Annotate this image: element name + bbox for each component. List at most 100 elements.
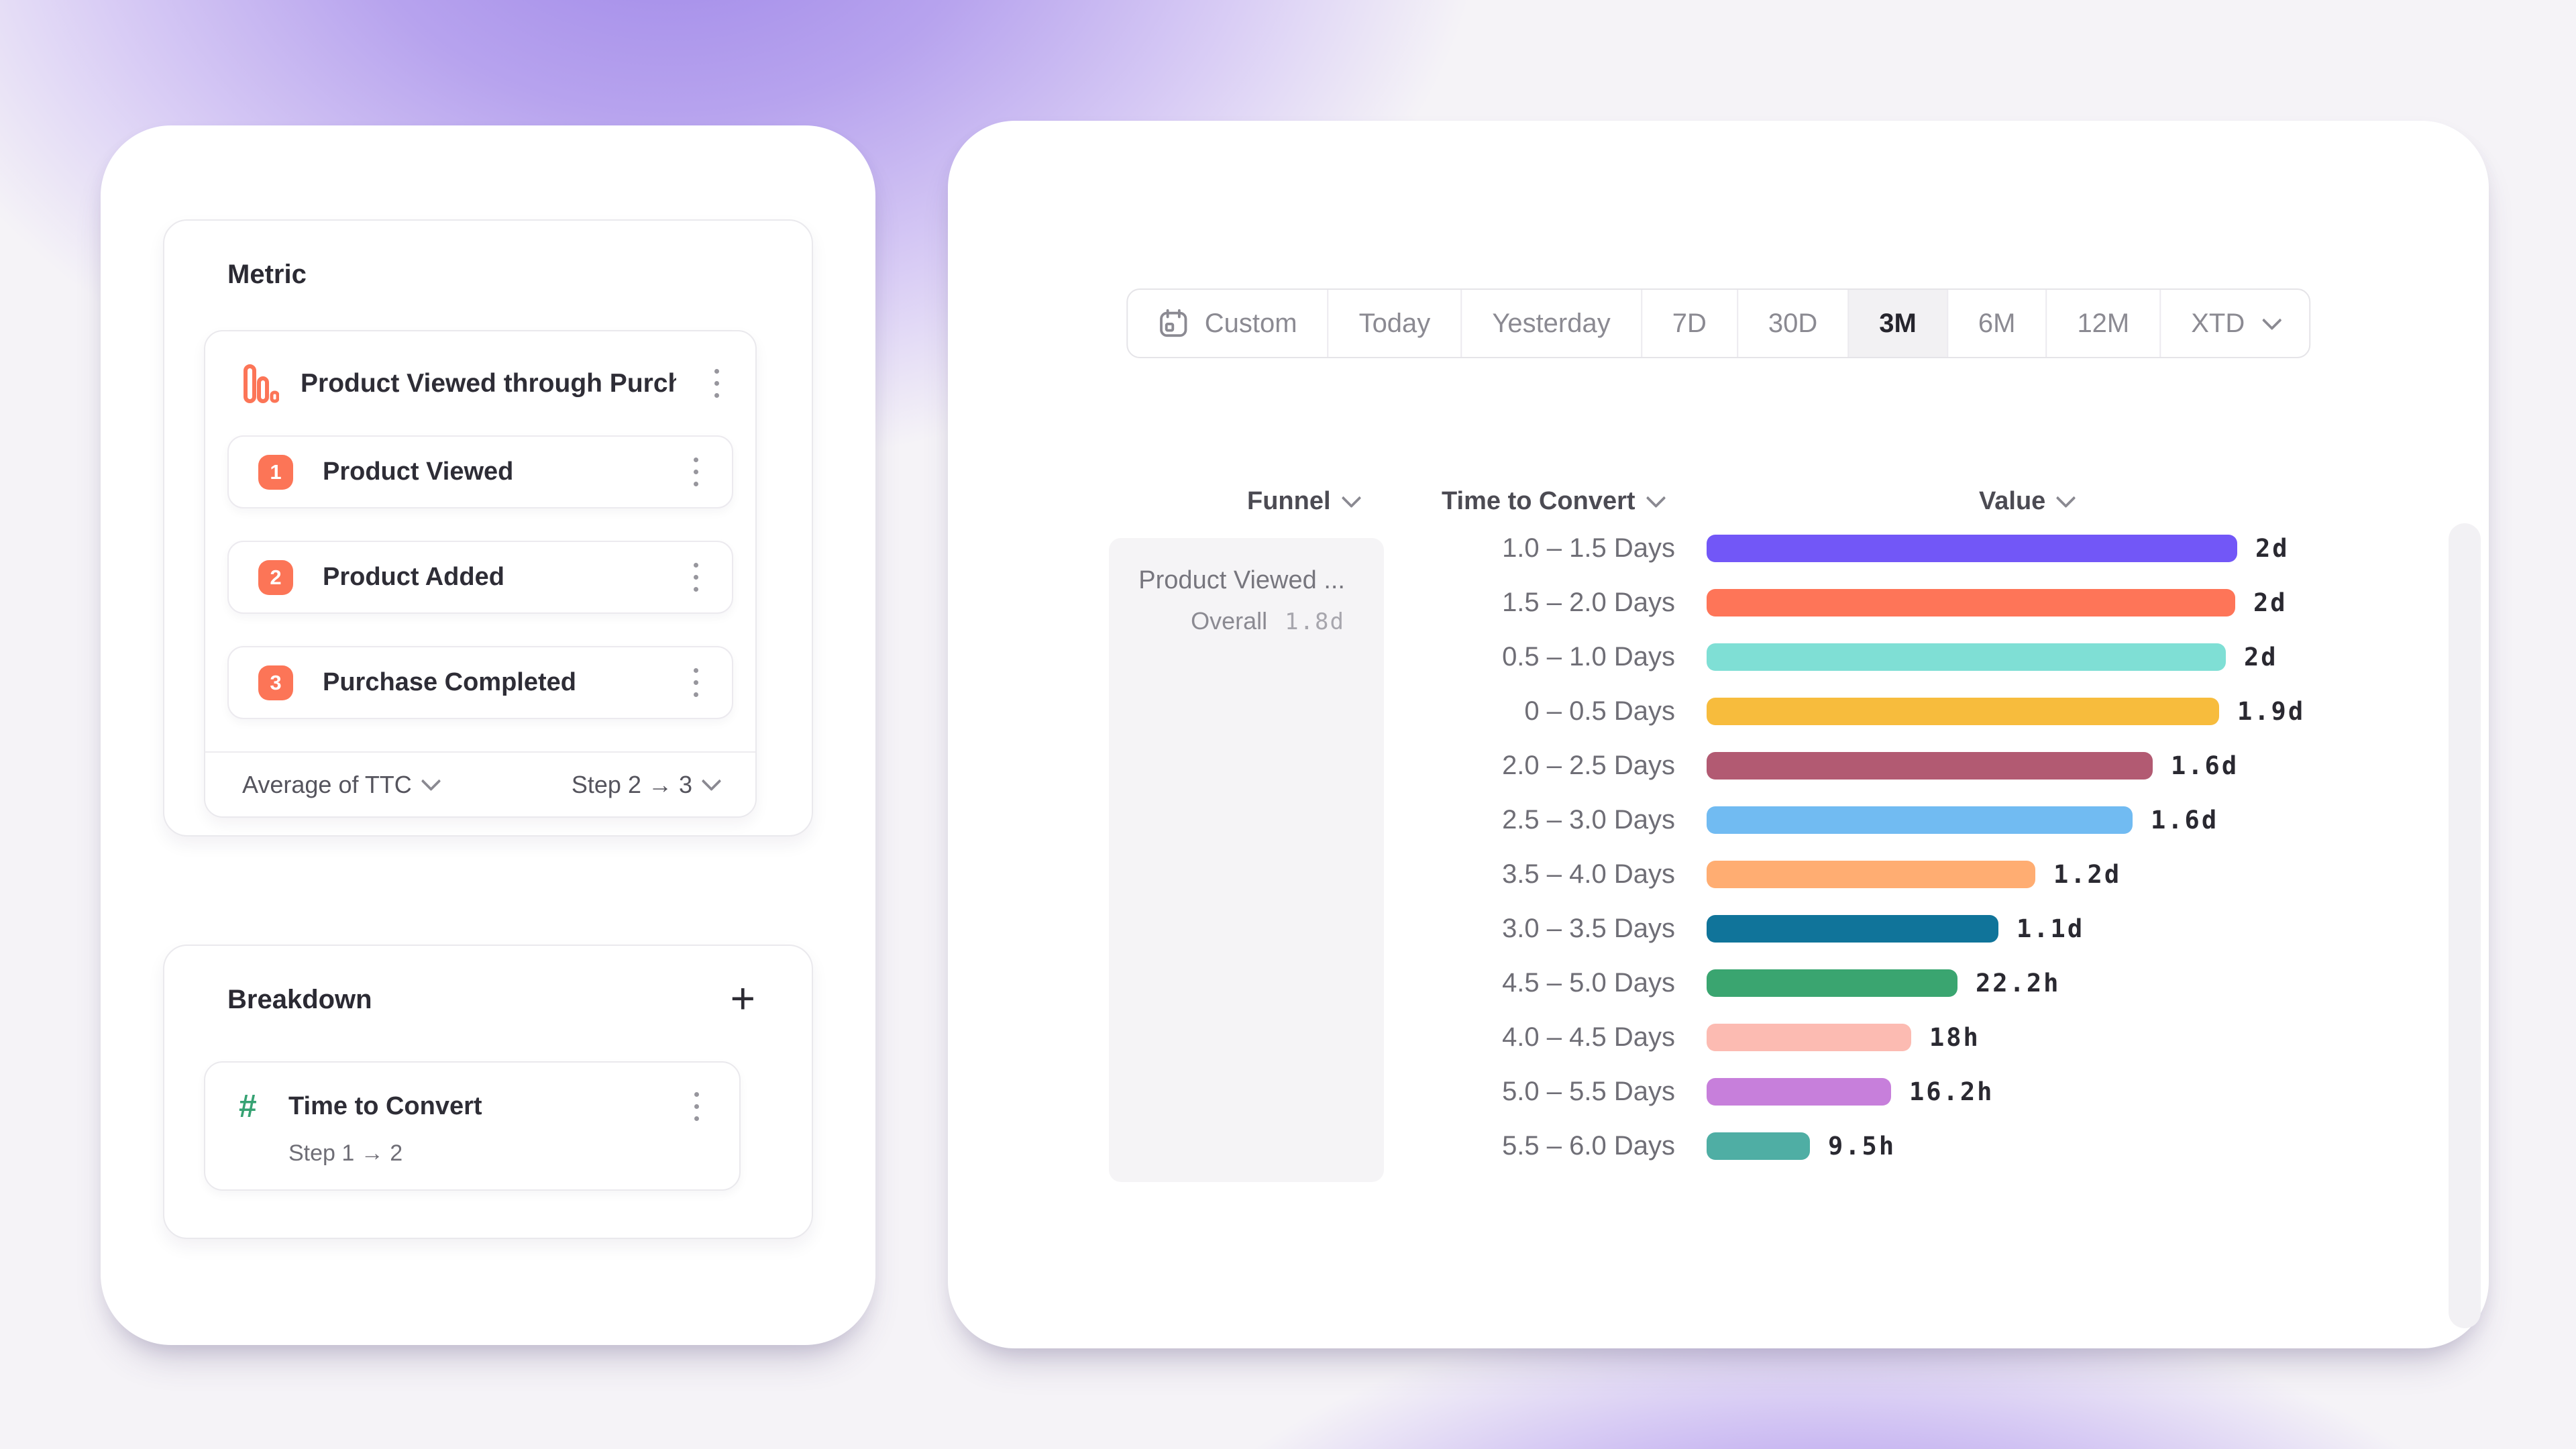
funnel-cell[interactable]: Product Viewed ... Overall 1.8d (1109, 538, 1384, 1182)
ttc-bar[interactable] (1707, 806, 2133, 834)
ttc-row: 0 – 0.5 Days 1.9d (1417, 684, 2484, 739)
aggregation-selector[interactable]: Average of TTC (242, 771, 441, 799)
column-header-value-label: Value (1979, 486, 2046, 515)
calendar-icon (1158, 308, 1189, 339)
vertical-scrollbar[interactable] (2449, 523, 2481, 1328)
funnel-step-row[interactable]: 1 Product Viewed (227, 435, 733, 508)
date-range-option-30d[interactable]: 30D (1736, 290, 1847, 357)
step-menu-button[interactable] (677, 449, 714, 496)
step-label: Product Added (323, 563, 504, 591)
date-range-option-today[interactable]: Today (1327, 290, 1461, 357)
ttc-bar[interactable] (1707, 643, 2226, 671)
ttc-bar[interactable] (1707, 589, 2235, 616)
metric-footer: Average of TTC Step 2 → 3 (205, 751, 755, 816)
date-range-option-label: Today (1358, 308, 1431, 338)
funnel-metric-header[interactable]: Product Viewed through Purch... (205, 331, 755, 435)
ttc-value: 1.2d (2053, 860, 2122, 889)
ttc-row: 1.0 – 1.5 Days 2d (1417, 521, 2484, 576)
metric-section: Metric Product Viewed through Purch... 1… (163, 219, 813, 837)
ttc-bucket-label: 2.0 – 2.5 Days (1502, 751, 1675, 780)
ttc-value: 16.2h (1909, 1077, 1994, 1106)
metric-menu-button[interactable] (698, 360, 735, 407)
column-header-ttc-label: Time to Convert (1442, 486, 1635, 515)
ttc-value: 18h (1929, 1023, 1980, 1052)
query-builder-panel: Metric Product Viewed through Purch... 1… (101, 125, 875, 1345)
step-menu-button[interactable] (677, 554, 714, 601)
ttc-bar[interactable] (1707, 969, 1957, 997)
ttc-bar[interactable] (1707, 698, 2219, 725)
breakdown-menu-button[interactable] (678, 1083, 715, 1130)
ttc-bar[interactable] (1707, 1132, 1810, 1160)
ttc-bar[interactable] (1707, 535, 2237, 562)
funnel-step-row[interactable]: 3 Purchase Completed (227, 646, 733, 719)
funnel-metric-card: Product Viewed through Purch... 1 Product… (204, 330, 757, 818)
ttc-bucket-label: 5.0 – 5.5 Days (1502, 1077, 1675, 1106)
step-menu-button[interactable] (677, 659, 714, 706)
breakdown-item-label: Time to Convert (288, 1091, 482, 1120)
ttc-bucket-label: 1.0 – 1.5 Days (1502, 533, 1675, 563)
date-range-option-xtd[interactable]: XTD (2159, 290, 2309, 357)
chevron-down-icon (421, 771, 441, 792)
date-range-option-label: 7D (1672, 308, 1707, 338)
date-range-option-label: Custom (1204, 308, 1297, 338)
ttc-bar[interactable] (1707, 915, 1998, 943)
ttc-value: 1.6d (2171, 751, 2239, 780)
column-header-value[interactable]: Value (1979, 486, 2076, 516)
ttc-bar[interactable] (1707, 752, 2153, 780)
step-label: Product Viewed (323, 458, 514, 486)
ttc-bucket-label: 0 – 0.5 Days (1524, 696, 1675, 726)
chevron-down-icon (1341, 488, 1361, 508)
step-number-badge: 2 (258, 559, 293, 595)
ttc-bar[interactable] (1707, 1024, 1911, 1051)
ttc-bar-chart: 1.0 – 1.5 Days 2d 1.5 – 2.0 Days 2d 0.5 – 1.… (1417, 521, 2484, 1173)
funnel-cell-name: Product Viewed ... (1138, 566, 1345, 594)
ttc-bucket-label: 4.5 – 5.0 Days (1502, 968, 1675, 998)
metric-section-title: Metric (227, 260, 307, 289)
ttc-bar[interactable] (1707, 861, 2035, 888)
ttc-row: 3.0 – 3.5 Days 1.1d (1417, 902, 2484, 956)
step-number-badge: 3 (258, 665, 293, 700)
column-header-time-to-convert[interactable]: Time to Convert (1442, 486, 1666, 516)
date-range-option-label: 12M (2077, 308, 2130, 338)
date-range-option-label: 6M (1978, 308, 2016, 338)
step-number-badge: 1 (258, 454, 293, 490)
funnel-step-row[interactable]: 2 Product Added (227, 541, 733, 614)
chevron-down-icon (1646, 488, 1666, 508)
funnel-chart-icon (243, 364, 279, 404)
overall-label: Overall (1191, 607, 1268, 635)
numeric-property-icon: # (239, 1088, 257, 1124)
date-range-option-3m[interactable]: 3M (1847, 290, 1947, 357)
date-range-option-custom[interactable]: Custom (1128, 290, 1328, 357)
ttc-row: 0.5 – 1.0 Days 2d (1417, 630, 2484, 684)
breakdown-section: Breakdown + # Time to Convert Step 1 → 2 (163, 945, 813, 1239)
date-range-option-yesterday[interactable]: Yesterday (1460, 290, 1640, 357)
ttc-value: 2d (2253, 588, 2288, 617)
ttc-bucket-label: 5.5 – 6.0 Days (1502, 1131, 1675, 1161)
ttc-bucket-label: 2.5 – 3.0 Days (1502, 805, 1675, 835)
ttc-value: 9.5h (1828, 1132, 1896, 1161)
date-range-option-12m[interactable]: 12M (2045, 290, 2159, 357)
add-breakdown-button[interactable]: + (730, 974, 755, 1022)
breakdown-section-title: Breakdown (227, 985, 372, 1014)
ttc-value: 22.2h (1976, 969, 2061, 998)
date-range-option-label: XTD (2191, 308, 2245, 338)
report-panel: Custom Today Yesterday 7D 30D 3M 6M 12M XTD Funn… (948, 121, 2489, 1348)
breakdown-step-range: Step 1 → 2 (288, 1140, 403, 1166)
chevron-down-icon (2055, 488, 2076, 508)
ttc-bar[interactable] (1707, 1078, 1891, 1106)
date-range-option-6m[interactable]: 6M (1946, 290, 2046, 357)
ttc-bucket-label: 0.5 – 1.0 Days (1502, 642, 1675, 672)
ttc-row: 4.0 – 4.5 Days 18h (1417, 1010, 2484, 1065)
breakdown-item-card[interactable]: # Time to Convert Step 1 → 2 (204, 1061, 741, 1191)
ttc-value: 2d (2255, 534, 2290, 563)
column-header-funnel[interactable]: Funnel (1247, 486, 1361, 516)
ttc-bucket-label: 4.0 – 4.5 Days (1502, 1022, 1675, 1052)
overall-value: 1.8d (1285, 608, 1345, 635)
ttc-bucket-label: 3.5 – 4.0 Days (1502, 859, 1675, 889)
date-range-picker: Custom Today Yesterday 7D 30D 3M 6M 12M XTD (1126, 288, 2311, 358)
ttc-value: 1.1d (2017, 914, 2085, 943)
date-range-option-7d[interactable]: 7D (1640, 290, 1737, 357)
step-range-selector[interactable]: Step 2 → 3 (572, 771, 722, 799)
date-range-option-label: 3M (1879, 308, 1917, 338)
